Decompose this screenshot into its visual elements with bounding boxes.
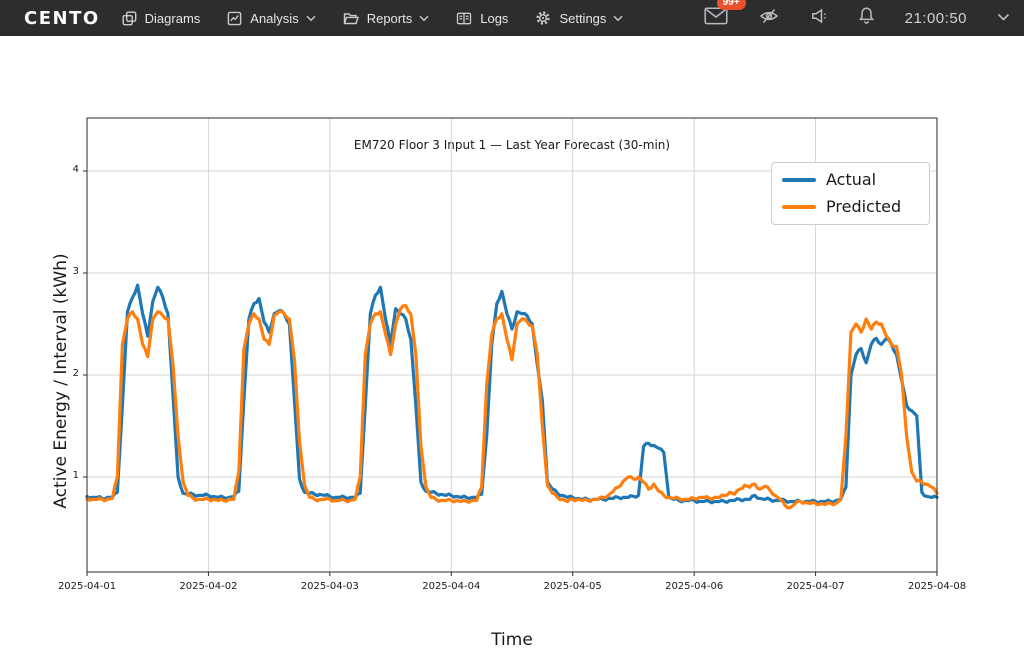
gear-icon bbox=[535, 10, 551, 26]
x-tick-label: 2025-04-01 bbox=[57, 581, 117, 592]
chevron-down-icon bbox=[613, 15, 623, 22]
brand-logo: CENTO bbox=[24, 7, 100, 29]
nav-item-label: Logs bbox=[480, 10, 509, 26]
chart-figure: EM720 Floor 3 Input 1 — Last Year Foreca… bbox=[0, 36, 1024, 650]
y-tick-label: 4 bbox=[72, 164, 79, 175]
x-tick-label: 2025-04-06 bbox=[665, 581, 724, 592]
diagram-icon bbox=[122, 11, 137, 26]
nav-item-analysis[interactable]: Analysis bbox=[227, 10, 316, 26]
navbar: CENTO Diagrams Analysis bbox=[0, 0, 1024, 36]
status-tray: 99+ bbox=[704, 0, 1010, 31]
series-line-predicted bbox=[85, 304, 939, 510]
chevron-down-icon bbox=[419, 15, 429, 22]
bell-icon bbox=[858, 6, 875, 30]
series-line-actual bbox=[85, 283, 939, 505]
main-menu: Diagrams Analysis bbox=[122, 10, 624, 26]
x-tick-label: 2025-04-03 bbox=[300, 581, 359, 592]
legend-label: Predicted bbox=[826, 197, 902, 216]
nav-item-label: Settings bbox=[559, 10, 607, 26]
chevron-down-icon bbox=[306, 15, 316, 22]
sound-toggle[interactable] bbox=[810, 6, 828, 31]
x-tick-label: 2025-04-02 bbox=[179, 581, 238, 592]
y-tick-label: 3 bbox=[72, 266, 79, 277]
folder-icon bbox=[343, 11, 359, 26]
nav-item-label: Reports bbox=[366, 10, 413, 26]
user-menu-toggle[interactable] bbox=[997, 9, 1010, 27]
plot-area bbox=[83, 117, 939, 576]
legend-swatch bbox=[782, 205, 816, 209]
plot-border bbox=[86, 117, 938, 573]
nav-item-settings[interactable]: Settings bbox=[535, 10, 623, 26]
eye-off-icon bbox=[758, 6, 780, 31]
x-tick-label: 2025-04-07 bbox=[786, 581, 845, 592]
nav-item-label: Diagrams bbox=[144, 10, 201, 26]
messages-button[interactable]: 99+ bbox=[704, 0, 746, 30]
analysis-icon bbox=[227, 11, 242, 26]
legend-entry-predicted: Predicted bbox=[782, 198, 919, 216]
nav-item-reports[interactable]: Reports bbox=[343, 11, 430, 26]
nav-item-label: Analysis bbox=[250, 10, 299, 26]
mail-icon bbox=[704, 6, 728, 30]
x-tick-label: 2025-04-04 bbox=[422, 581, 481, 592]
legend-swatch bbox=[782, 178, 816, 182]
visibility-toggle[interactable] bbox=[758, 6, 780, 31]
alerts-button[interactable] bbox=[858, 6, 875, 30]
chart-legend: Actual Predicted bbox=[771, 162, 930, 225]
speaker-icon bbox=[810, 6, 828, 31]
chevron-down-icon bbox=[997, 9, 1010, 27]
notification-badge: 99+ bbox=[716, 0, 746, 10]
clock-display: 21:00:50 bbox=[904, 9, 967, 27]
x-tick-label: 2025-04-08 bbox=[907, 581, 967, 592]
nav-item-logs[interactable]: Logs bbox=[456, 11, 508, 26]
legend-entry-actual: Actual bbox=[782, 171, 919, 189]
y-tick-label: 1 bbox=[72, 470, 79, 481]
y-tick-label: 2 bbox=[72, 368, 79, 379]
legend-label: Actual bbox=[826, 170, 877, 189]
x-axis-label: Time bbox=[491, 630, 533, 650]
x-tick-label: 2025-04-05 bbox=[543, 581, 602, 592]
nav-item-diagrams[interactable]: Diagrams bbox=[122, 10, 201, 26]
logs-icon bbox=[456, 11, 472, 26]
chart-title: EM720 Floor 3 Input 1 — Last Year Foreca… bbox=[353, 138, 671, 152]
